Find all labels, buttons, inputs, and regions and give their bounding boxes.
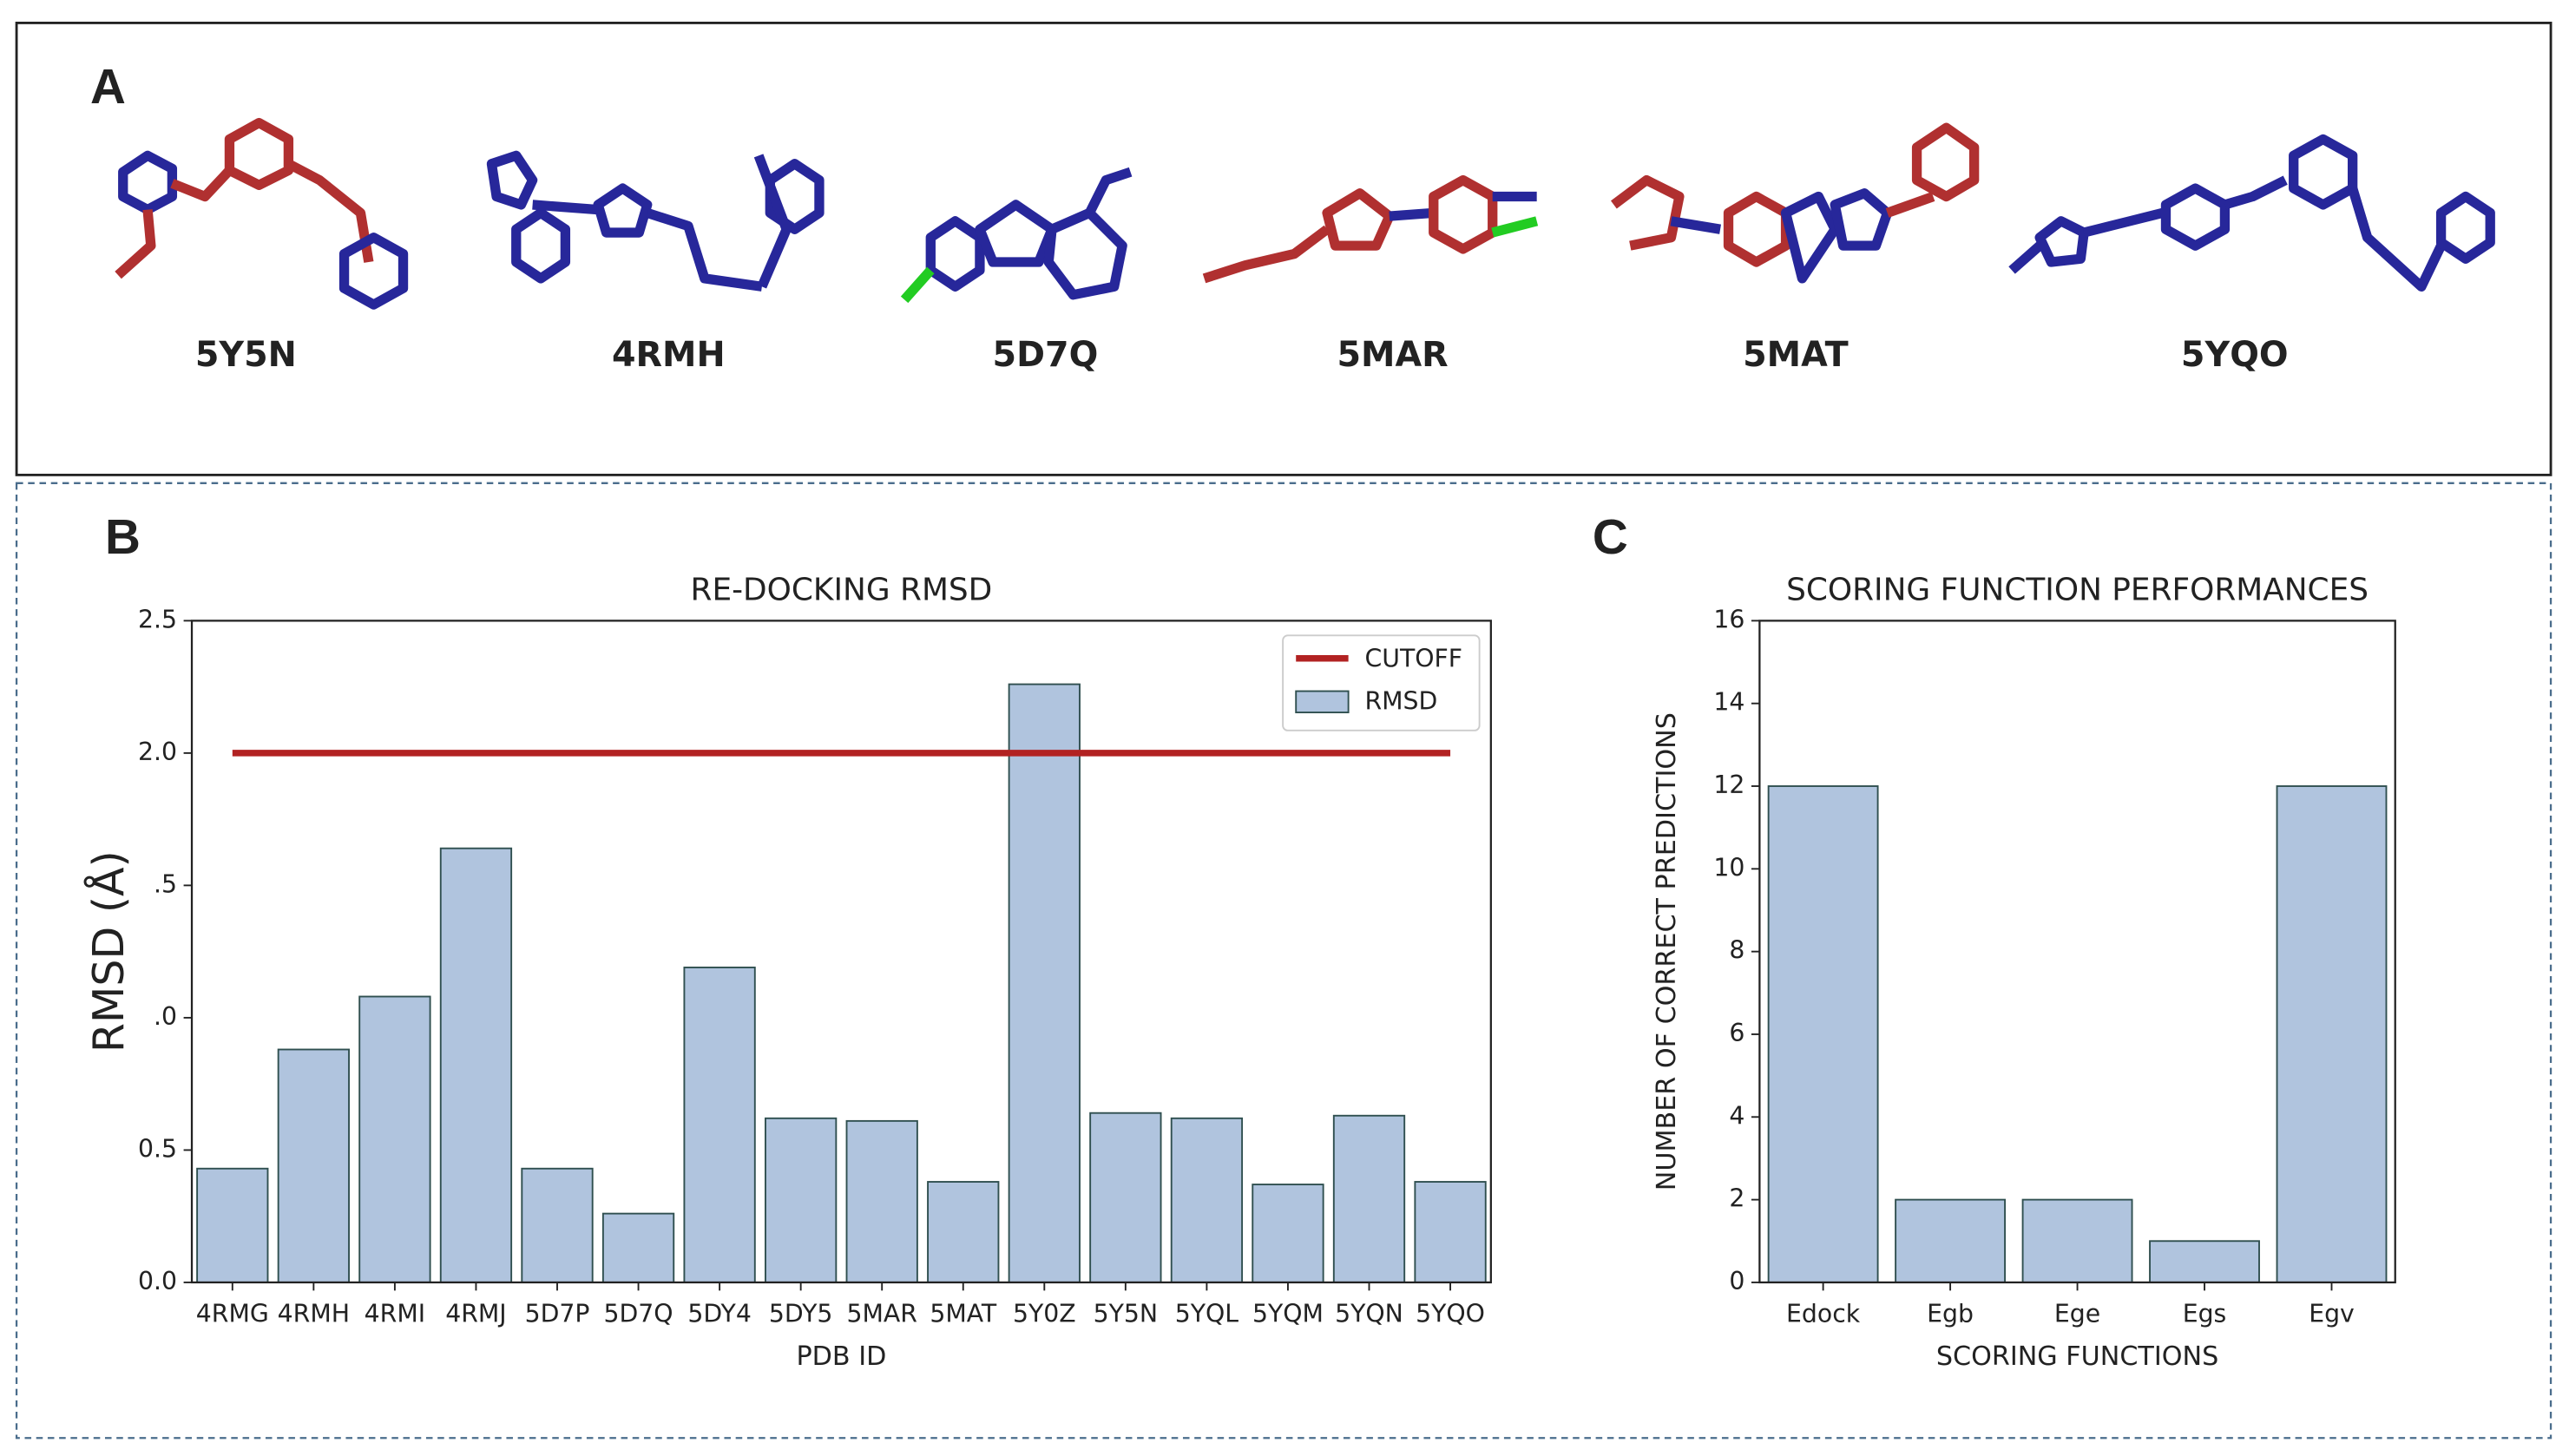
bar [1008, 683, 1081, 1283]
y-tick-label: 12 [1713, 771, 1744, 799]
plot-frame [1758, 620, 2396, 1284]
x-tick-label: Ege [2054, 1300, 2100, 1328]
structure-label: 5YQO [2181, 335, 2289, 375]
y-axis-label: RMSD (Å) [83, 850, 134, 1053]
panel-bc-frame [15, 482, 2553, 1440]
bar [1252, 1184, 1324, 1283]
molecule: 5D7Q [900, 167, 1133, 375]
molecules: 5Y5N 4RMH 5D7Q 5MAR [115, 117, 2495, 375]
molecule: 5MAT [1610, 122, 1980, 375]
legend-swatch [1295, 690, 1350, 714]
x-tick-label: Egb [1927, 1300, 1974, 1328]
x-tick-label: 5YQN [1335, 1300, 1403, 1328]
x-tick-label: 4RMJ [445, 1300, 506, 1328]
legend-label: CUTOFF [1364, 645, 1462, 673]
structure-label: 5D7Q [993, 335, 1099, 375]
y-tick-label: 2.0 [138, 738, 177, 766]
bar [1895, 1198, 2007, 1283]
bar [277, 1048, 350, 1283]
y-tick-label: 14 [1713, 688, 1744, 717]
x-tick-label: Egs [2183, 1300, 2227, 1328]
bar [2276, 785, 2388, 1283]
x-tick-label: 5D7Q [604, 1300, 673, 1328]
molecule: 5YQO [2008, 134, 2495, 375]
y-tick-label: 10 [1713, 853, 1744, 882]
x-tick-label: 4RMI [365, 1300, 425, 1328]
bar [196, 1167, 269, 1283]
bar [521, 1167, 594, 1283]
bar [1414, 1181, 1487, 1283]
molecule: 5Y5N [115, 117, 409, 375]
x-tick-label: 5DY5 [769, 1300, 833, 1328]
bar [2149, 1240, 2260, 1283]
bar [1332, 1114, 1406, 1283]
x-tick-label: 4RMG [196, 1300, 269, 1328]
structure-label: 5Y5N [195, 335, 297, 375]
plot-frame [190, 620, 1492, 1284]
y-tick-label: 0.5 [138, 1134, 177, 1163]
x-tick-label: 5Y0Z [1013, 1300, 1076, 1328]
bar [765, 1117, 838, 1283]
y-tick-label: 6 [1729, 1019, 1744, 1047]
x-axis-label: SCORING FUNCTIONS [1936, 1341, 2218, 1372]
panel-label: C [1593, 509, 1628, 564]
bar [358, 995, 431, 1283]
molecule: 5MAR [1202, 174, 1539, 375]
y-tick-label: 0 [1729, 1267, 1744, 1295]
legend-label: RMSD [1364, 687, 1437, 716]
y-tick-label: 8 [1729, 936, 1744, 965]
y-tick-label: 4 [1729, 1101, 1744, 1130]
bar [1089, 1112, 1162, 1283]
panel-label: A [90, 59, 126, 114]
x-tick-label: 5YQL [1175, 1300, 1239, 1328]
bar [683, 967, 756, 1283]
molecule: 4RMH [486, 150, 825, 375]
x-tick-label: 5MAR [846, 1300, 917, 1328]
y-tick-label: 0.0 [138, 1267, 177, 1295]
y-tick-label: 16 [1713, 605, 1744, 633]
structure-label: 5MAT [1743, 335, 1849, 375]
bar [2021, 1198, 2133, 1283]
x-axis-label: PDB ID [796, 1341, 886, 1372]
chart-title: RE-DOCKING RMSD [691, 572, 993, 607]
x-tick-label: 5MAT [930, 1300, 997, 1328]
bar [1170, 1117, 1244, 1283]
y-tick-label: .0 [154, 1002, 177, 1031]
x-tick-label: 5D7P [525, 1300, 590, 1328]
bar [1767, 785, 1879, 1283]
bar [845, 1119, 918, 1283]
structure-label: 5MAR [1337, 335, 1448, 375]
x-tick-label: 5YQO [1416, 1300, 1485, 1328]
x-tick-label: Edock [1786, 1300, 1861, 1328]
y-tick-label: 2 [1729, 1184, 1744, 1213]
x-tick-label: 5DY4 [687, 1300, 752, 1328]
y-tick-label: .5 [154, 869, 177, 898]
panel-label: B [105, 509, 141, 564]
y-tick-label: 2.5 [138, 605, 177, 633]
chart-title: SCORING FUNCTION PERFORMANCES [1786, 572, 2369, 607]
bar [439, 847, 513, 1283]
panel-a-frame [15, 22, 2553, 476]
x-tick-label: Egv [2309, 1300, 2355, 1328]
bar [601, 1212, 675, 1283]
x-tick-label: 5Y5N [1094, 1300, 1158, 1328]
x-tick-label: 4RMH [278, 1300, 350, 1328]
x-tick-label: 5YQM [1252, 1300, 1324, 1328]
y-axis-label: NUMBER OF CORRECT PREDICTIONS [1652, 712, 1682, 1190]
structure-label: 4RMH [612, 335, 726, 375]
bar [927, 1181, 1000, 1283]
